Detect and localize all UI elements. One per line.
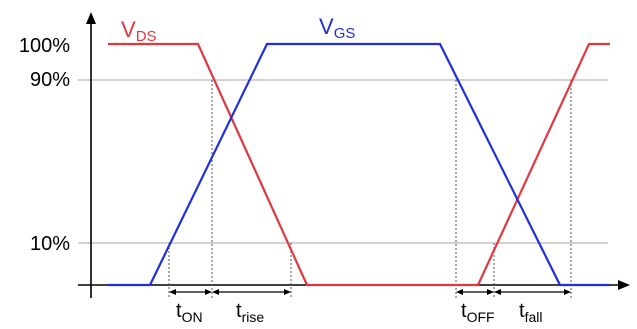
t-off-label: tOFF	[461, 300, 495, 325]
timing-guides	[168, 80, 572, 298]
arrowhead-t-on-left	[169, 289, 176, 295]
label-90-percent: 90%	[30, 69, 70, 91]
label-10-percent: 10%	[30, 233, 70, 255]
vgs-label: VGS	[319, 14, 355, 42]
arrowhead-t-rise-right	[284, 289, 291, 295]
arrowhead-t-rise-left	[212, 289, 219, 295]
t-rise-label: trise	[236, 300, 264, 325]
arrowhead-t-fall-right	[564, 289, 571, 295]
arrowheads	[169, 289, 571, 295]
label-100-percent: 100%	[19, 35, 70, 57]
x-axis-arrow	[618, 280, 630, 290]
vgs-waveform	[108, 42, 610, 287]
t-fall-label: tfall	[519, 300, 542, 325]
t-on-label: tON	[176, 300, 203, 325]
y-axis-arrow	[86, 12, 96, 24]
vds-waveform	[108, 42, 610, 287]
vds-label: VDS	[121, 17, 157, 45]
arrowhead-t-on-right	[205, 289, 212, 295]
arrowhead-t-off-right	[487, 289, 494, 295]
arrowhead-t-fall-left	[494, 289, 501, 295]
arrowhead-t-off-left	[456, 289, 463, 295]
